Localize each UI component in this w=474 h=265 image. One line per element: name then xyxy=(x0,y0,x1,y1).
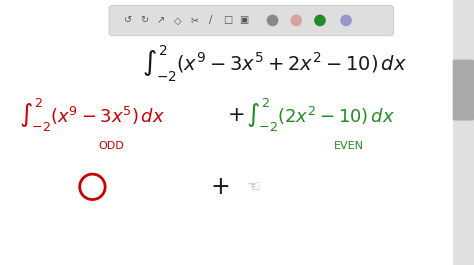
Bar xyxy=(453,0,474,265)
Text: ODD: ODD xyxy=(99,141,124,151)
Text: ◇: ◇ xyxy=(174,15,182,25)
Text: ▣: ▣ xyxy=(239,15,249,25)
FancyBboxPatch shape xyxy=(453,60,474,121)
Text: $\int_{-2}^{2}(2x^2-10)\,dx$: $\int_{-2}^{2}(2x^2-10)\,dx$ xyxy=(246,97,396,134)
Ellipse shape xyxy=(340,15,352,26)
Text: +: + xyxy=(210,175,230,199)
Text: ↗: ↗ xyxy=(157,15,165,25)
Ellipse shape xyxy=(267,15,278,26)
Text: /: / xyxy=(210,15,212,25)
Text: ✂: ✂ xyxy=(190,15,199,25)
FancyBboxPatch shape xyxy=(109,5,393,36)
Text: ↺: ↺ xyxy=(124,15,132,25)
Ellipse shape xyxy=(291,15,302,26)
Text: EVEN: EVEN xyxy=(333,141,364,151)
Text: +: + xyxy=(228,105,246,125)
Ellipse shape xyxy=(314,15,326,26)
Text: $\int_{-2}^{2}(x^9-3x^5+2x^2-10)\,dx$: $\int_{-2}^{2}(x^9-3x^5+2x^2-10)\,dx$ xyxy=(142,43,407,84)
Text: $\int_{-2}^{2}(x^9-3x^5)\,dx$: $\int_{-2}^{2}(x^9-3x^5)\,dx$ xyxy=(19,97,165,134)
Text: ☜: ☜ xyxy=(247,179,260,194)
Text: □: □ xyxy=(223,15,232,25)
Text: ↻: ↻ xyxy=(140,15,149,25)
